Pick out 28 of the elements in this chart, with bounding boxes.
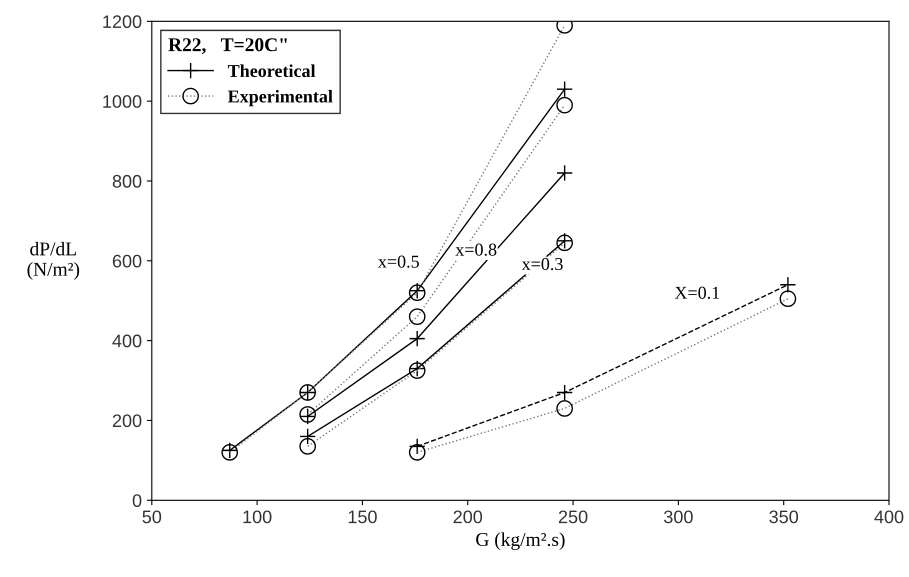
y-tick-label: 200 — [112, 414, 142, 428]
point — [299, 428, 316, 445]
x-tick-label: 400 — [874, 510, 904, 524]
annotation: x=0.5 — [378, 256, 419, 268]
annotation: x=0.8 — [455, 244, 496, 256]
x-tick-label: 100 — [243, 510, 272, 524]
legend-title: R22, T=20C" — [168, 38, 287, 54]
y-tick-label: 0 — [132, 494, 142, 507]
x-tick-label: 350 — [769, 510, 798, 524]
legend-label: Theoretical — [228, 64, 316, 78]
y-tick-label: 1000 — [103, 95, 142, 108]
x-tick-label: 150 — [348, 510, 377, 524]
x-tick-label: 300 — [664, 510, 693, 524]
point — [780, 276, 796, 294]
x-tick-label: 250 — [558, 510, 588, 524]
annotation: X=0.1 — [674, 286, 720, 299]
legend-label: Experimental — [228, 90, 333, 106]
annotation: x=0.3 — [522, 258, 563, 270]
x-axis-title: G (kg/m².s) — [476, 532, 565, 550]
point — [556, 384, 573, 401]
x-tick-label: 200 — [454, 510, 482, 524]
y-tick-label: 400 — [112, 334, 142, 348]
point — [556, 164, 573, 182]
y-tick-label: 600 — [112, 254, 142, 268]
y-tick-label: 800 — [112, 174, 142, 188]
x-tick-label: 50 — [142, 510, 162, 524]
y-tick-label: 1200 — [103, 15, 142, 28]
y-axis-title: dP/dL (N/m²) — [27, 242, 80, 280]
